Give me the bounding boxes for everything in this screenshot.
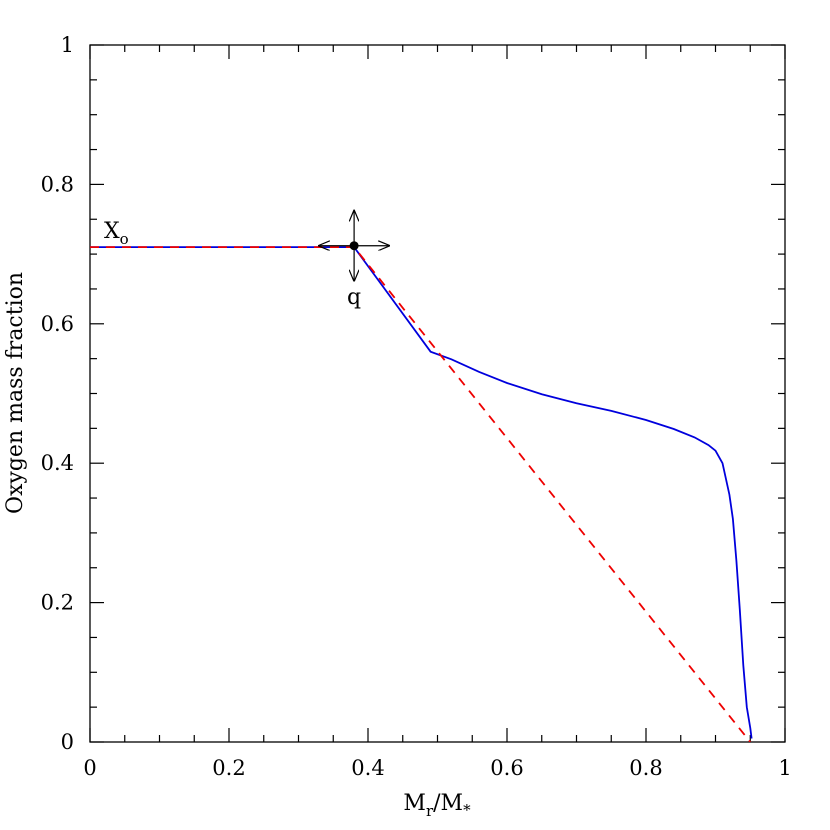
y-tick-labels: 0 0.2 0.4 0.6 0.8 1 <box>41 33 74 754</box>
y-tick-label: 0.6 <box>41 312 74 336</box>
x-tick-label: 0 <box>83 756 96 780</box>
y-tick-label: 1 <box>61 33 74 57</box>
x-tick-label: 1 <box>778 756 791 780</box>
y-tick-label: 0 <box>61 730 74 754</box>
series-line-solid <box>90 246 753 739</box>
x-axis-title: Mr/M* <box>403 791 471 820</box>
x-tick-label: 0.4 <box>351 756 384 780</box>
series-group <box>90 246 753 742</box>
x-tick-label: 0.6 <box>490 756 523 780</box>
x-tick-label: 0.8 <box>629 756 662 780</box>
plot-frame <box>89 44 786 743</box>
parameter-marker <box>319 211 389 281</box>
x-tick-labels: 0 0.2 0.4 0.6 0.8 1 <box>83 756 791 780</box>
y-tick-label: 0.2 <box>41 591 74 615</box>
q-label: q <box>347 285 361 310</box>
marker-dot <box>349 241 359 251</box>
y-axis-title: Oxygen mass fraction <box>3 272 28 514</box>
series-line-dashed <box>90 246 752 742</box>
y-tick-label: 0.4 <box>41 451 74 475</box>
axis-ticks <box>89 44 786 743</box>
y-tick-label: 0.8 <box>41 172 74 196</box>
x-tick-label: 0.2 <box>212 756 245 780</box>
x0-label: Xo <box>104 219 129 248</box>
